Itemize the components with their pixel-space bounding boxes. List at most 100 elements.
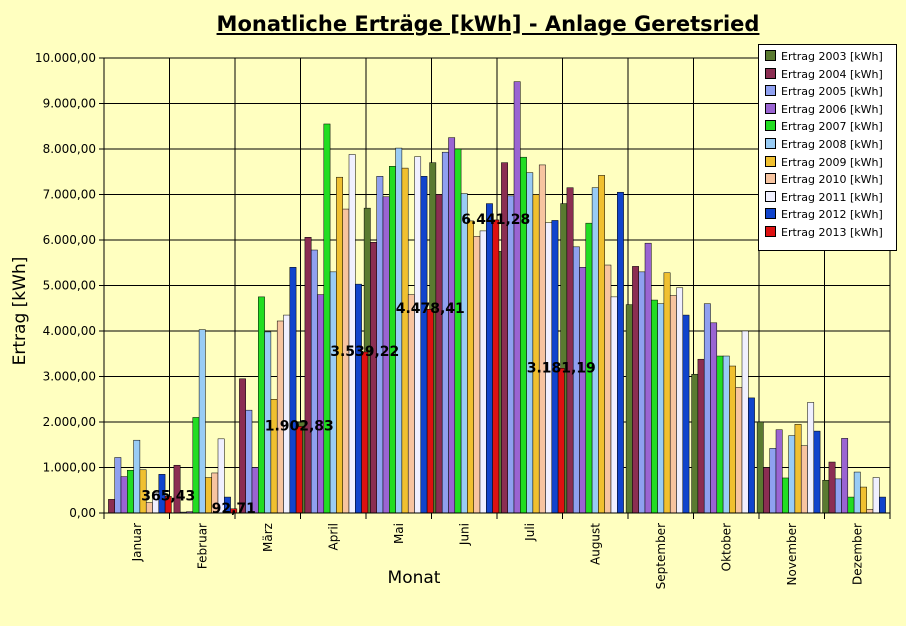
bar	[310, 249, 318, 514]
data-label: 92,71	[212, 501, 256, 517]
data-label: 3.181,19	[527, 360, 596, 376]
data-label: 3.539,22	[330, 344, 399, 360]
bar	[841, 438, 849, 514]
bar	[729, 365, 736, 514]
bar	[748, 397, 755, 514]
legend-label: Ertrag 2006 [kWh]	[781, 102, 883, 116]
bar	[492, 219, 500, 514]
bar	[245, 409, 253, 514]
legend-swatch	[765, 67, 776, 79]
bar	[617, 191, 624, 514]
legend-item: Ertrag 2010 [kWh]	[765, 173, 883, 187]
legend-label: Ertrag 2012 [kWh]	[781, 208, 883, 222]
legend: Ertrag 2003 [kWh] Ertrag 2004 [kWh] Ertrag…	[758, 44, 897, 251]
axes	[103, 58, 890, 514]
bar	[610, 296, 618, 514]
bar	[120, 476, 128, 514]
bar	[520, 156, 527, 514]
bar	[361, 351, 369, 514]
bar	[460, 193, 468, 514]
bar	[414, 156, 422, 514]
bar	[813, 430, 821, 514]
legend-swatch	[765, 226, 776, 237]
x-tick-label: April	[326, 523, 340, 550]
bar	[657, 303, 665, 514]
legend-swatch	[765, 120, 776, 132]
bar	[348, 154, 356, 514]
x-tick-label: März	[261, 523, 275, 552]
bar	[401, 167, 409, 514]
legend-swatch	[765, 190, 776, 202]
legend-swatch	[765, 85, 776, 97]
x-tick-label: Juni	[457, 523, 471, 546]
bar	[834, 478, 842, 514]
y-tick-label: 6.000,00	[43, 233, 96, 247]
y-tick-label: 5.000,00	[43, 279, 96, 293]
bar	[426, 308, 434, 514]
bar	[676, 287, 684, 514]
legend-item: Ertrag 2004 [kWh]	[765, 67, 883, 82]
bar	[591, 187, 599, 514]
legend-label: Ertrag 2004 [kWh]	[781, 67, 883, 81]
bar	[769, 448, 777, 514]
x-tick-label: Februar	[195, 523, 209, 569]
bar	[735, 387, 743, 514]
bar	[598, 175, 605, 514]
x-tick-label: Januar	[130, 523, 144, 562]
x-tick-labels: Januar Februar März April Mai Juni Juli August S…	[130, 523, 865, 590]
bar	[114, 457, 122, 514]
bar	[329, 271, 337, 514]
bar	[507, 195, 515, 514]
bar	[532, 194, 540, 514]
x-tick-label: Juli	[523, 523, 537, 542]
bar	[276, 320, 284, 514]
legend-label: Ertrag 2005 [kWh]	[781, 85, 883, 99]
x-tick-label: September	[654, 523, 668, 589]
bar	[579, 267, 587, 514]
bar	[538, 164, 546, 514]
y-tick-label: 10.000,00	[35, 51, 96, 65]
legend-swatch	[765, 155, 776, 167]
legend-item: Ertrag 2012 [kWh]	[765, 208, 883, 222]
y-tick-labels: 0,00 1.000,00 2.000,00 3.000,00 4.000,00 5.00…	[35, 51, 96, 520]
legend-label: Ertrag 2011 [kWh]	[781, 190, 883, 204]
bar	[860, 486, 867, 514]
bar	[420, 176, 428, 514]
bar	[697, 358, 705, 514]
bar	[317, 294, 325, 514]
bar	[788, 435, 796, 514]
legend-swatch	[765, 50, 776, 61]
bar	[763, 467, 770, 514]
bar	[691, 373, 699, 514]
data-label: 365,43	[141, 488, 195, 504]
y-tick-label: 2.000,00	[43, 415, 96, 429]
legend-label: Ertrag 2008 [kWh]	[781, 138, 883, 151]
bar	[853, 471, 861, 514]
x-tick-label: August	[588, 523, 602, 565]
bar	[473, 236, 481, 514]
legend-item: Ertrag 2008 [kWh]	[765, 138, 883, 152]
x-tick-label: Dezember	[850, 523, 864, 585]
bar	[663, 272, 671, 514]
data-labels: 365,43 92,71 1.902,83 3.539,22 4.478,41 6.441…	[141, 212, 596, 517]
y-axis-label: Ertrag [kWh]	[10, 257, 30, 366]
bar	[800, 445, 808, 514]
legend-label: Ertrag 2010 [kWh]	[781, 173, 883, 187]
bar	[775, 429, 783, 514]
bar	[407, 294, 415, 514]
y-tick-label: 4.000,00	[43, 324, 96, 338]
bar	[304, 237, 312, 514]
bar	[879, 496, 886, 514]
bar	[794, 424, 802, 514]
bar	[479, 230, 487, 514]
data-label: 4.478,41	[396, 301, 465, 317]
bar	[454, 148, 462, 514]
chart-title: Monatliche Erträge [kWh] - Anlage Gerets…	[216, 12, 760, 36]
bar	[258, 296, 265, 514]
bar	[756, 421, 764, 514]
bar	[283, 314, 291, 514]
bar	[435, 194, 443, 514]
x-axis-label: Monat	[388, 568, 441, 588]
bar	[108, 499, 115, 514]
bar	[270, 399, 278, 514]
